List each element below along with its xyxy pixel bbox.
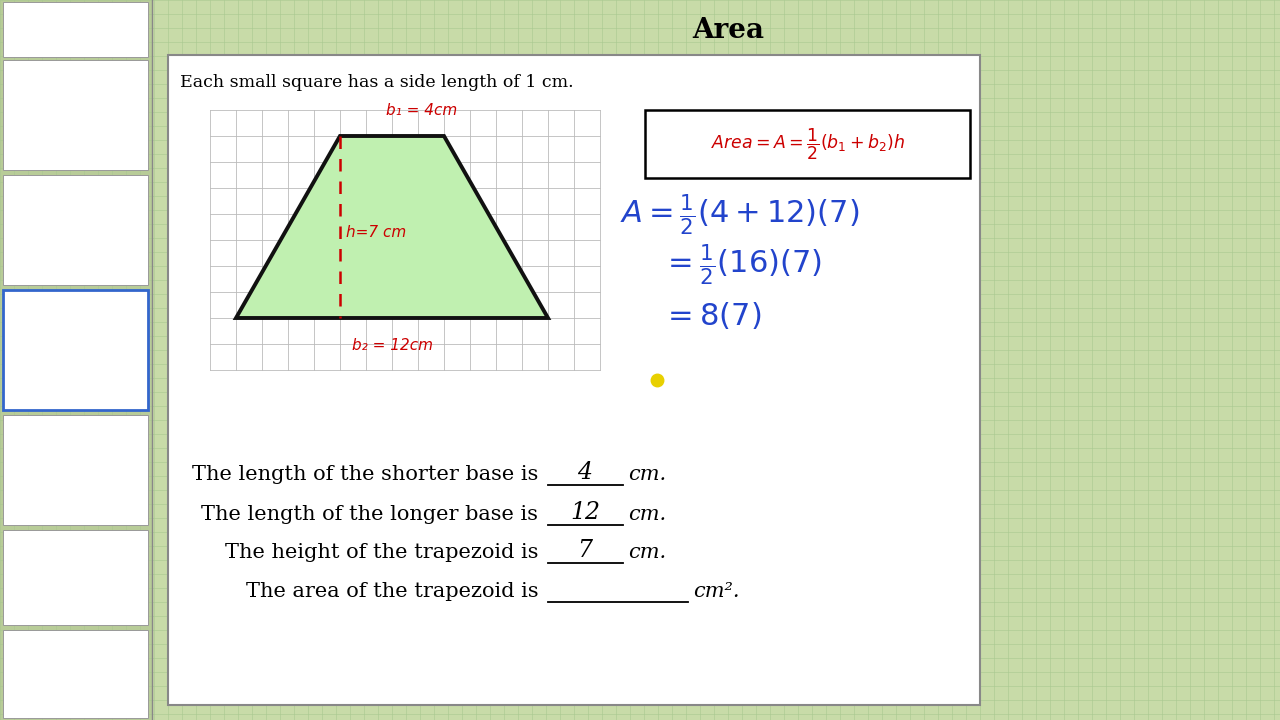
Bar <box>168 55 980 705</box>
Text: b₂ = 12cm: b₂ = 12cm <box>352 338 433 353</box>
Text: The area of the trapezoid is: The area of the trapezoid is <box>246 582 545 601</box>
Text: $\mathit{Area} = A = \dfrac{1}{2}(b_1 + b_2)h$: $\mathit{Area} = A = \dfrac{1}{2}(b_1 + … <box>710 126 905 162</box>
Text: The height of the trapezoid is: The height of the trapezoid is <box>225 543 545 562</box>
Text: cm².: cm². <box>692 582 740 601</box>
Polygon shape <box>236 136 548 318</box>
Bar <box>0 0 152 720</box>
Text: $= \frac{1}{2}(16)(7)$: $= \frac{1}{2}(16)(7)$ <box>662 242 822 288</box>
Text: cm.: cm. <box>628 505 666 524</box>
Bar <box>3 415 148 525</box>
Text: h=7 cm: h=7 cm <box>346 225 406 240</box>
Text: 4: 4 <box>577 461 593 484</box>
Text: cm.: cm. <box>628 543 666 562</box>
Bar <box>645 110 970 178</box>
Text: The length of the longer base is: The length of the longer base is <box>201 505 545 524</box>
Text: Area: Area <box>692 17 764 43</box>
Bar <box>3 175 148 285</box>
Bar <box>3 290 148 410</box>
Text: The length of the shorter base is: The length of the shorter base is <box>192 465 545 484</box>
Text: Each small square has a side length of 1 cm.: Each small square has a side length of 1… <box>180 73 573 91</box>
Text: $A= \frac{1}{2}(4+12)(7)$: $A= \frac{1}{2}(4+12)(7)$ <box>620 192 859 238</box>
Bar <box>3 290 148 410</box>
Text: b₁ = 4cm: b₁ = 4cm <box>387 103 458 118</box>
Text: 7: 7 <box>577 539 593 562</box>
Bar <box>3 60 148 170</box>
Bar <box>3 630 148 718</box>
Bar <box>3 2 148 57</box>
Text: $= 8(7)$: $= 8(7)$ <box>662 300 762 330</box>
Bar <box>3 530 148 625</box>
Text: cm.: cm. <box>628 465 666 484</box>
Text: 12: 12 <box>570 501 600 524</box>
